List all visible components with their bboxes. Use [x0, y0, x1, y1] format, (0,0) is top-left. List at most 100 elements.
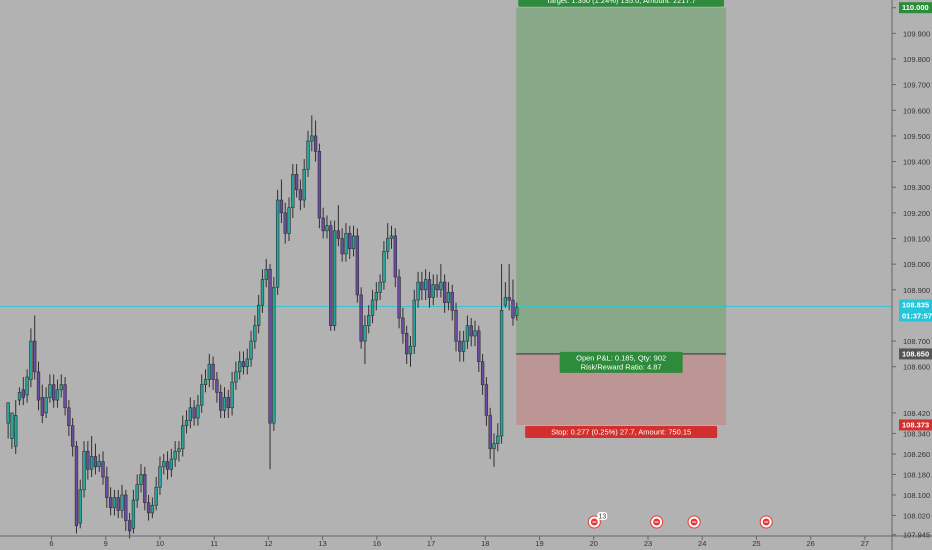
- price-tick-label: 108.340: [903, 429, 930, 438]
- candle: [17, 387, 22, 406]
- candle: [378, 274, 382, 301]
- candle-body: [340, 238, 344, 255]
- candle-body: [503, 297, 508, 306]
- candle-body: [10, 412, 14, 439]
- candle-body: [226, 397, 230, 409]
- candle-body: [238, 361, 242, 373]
- candle: [70, 418, 75, 457]
- price-tick-label: 109.900: [903, 29, 930, 38]
- candle: [458, 330, 462, 362]
- open-pnl-label-text: Open P&L: 0.185, Qty: 902: [576, 353, 666, 362]
- candle-body: [423, 279, 428, 291]
- candle: [230, 371, 234, 416]
- candle-body: [499, 310, 504, 437]
- candle-body: [405, 333, 409, 355]
- price-tick-label: 108.180: [903, 470, 930, 479]
- candle-body: [401, 317, 405, 334]
- candle-body: [298, 189, 303, 201]
- price-axis: [892, 0, 932, 550]
- target-zone[interactable]: [516, 7, 727, 354]
- current-price-tag-text: 01:37:57: [902, 311, 932, 320]
- price-tick-label: 109.600: [903, 106, 930, 115]
- candle: [477, 325, 481, 372]
- event-marker[interactable]: [650, 515, 664, 529]
- candle-body: [116, 497, 120, 511]
- candle: [416, 271, 420, 308]
- stop-price-tag: 108.373: [899, 419, 932, 431]
- current-price-tag-text: 108.835: [902, 300, 929, 309]
- candle-body: [291, 174, 295, 209]
- event-badge: [597, 512, 608, 520]
- candle-body: [29, 340, 33, 380]
- price-tick-label: 108.260: [903, 450, 930, 459]
- event-marker[interactable]: 13: [587, 512, 608, 529]
- candle: [188, 397, 192, 429]
- stop-price-tag-text: 108.373: [902, 420, 929, 429]
- candle-body: [234, 371, 238, 383]
- candle: [344, 223, 348, 262]
- candle: [219, 384, 223, 419]
- candle: [321, 207, 325, 239]
- candle-body: [458, 340, 462, 352]
- candle-body: [55, 389, 60, 401]
- candle: [52, 374, 56, 408]
- candle-body: [310, 135, 314, 142]
- candle: [446, 282, 451, 311]
- candle-body: [256, 304, 261, 327]
- price-tick-label: 109.400: [903, 158, 930, 167]
- target-price-tag-bg: [899, 2, 932, 14]
- candle: [29, 328, 33, 388]
- candle: [150, 497, 155, 519]
- candle: [173, 441, 177, 467]
- candle: [25, 369, 29, 403]
- candle-body: [230, 381, 234, 409]
- position-zones[interactable]: [516, 7, 727, 425]
- event-badge-count: 13: [598, 514, 606, 521]
- candle: [131, 489, 136, 534]
- candle: [435, 274, 439, 298]
- candle-body: [93, 456, 98, 468]
- candle-body: [480, 361, 485, 385]
- time-tick-label: 20: [590, 539, 598, 548]
- candle-body: [25, 376, 29, 396]
- candle-body: [439, 281, 443, 291]
- candle-body: [348, 233, 352, 250]
- price-tick-label: 108.020: [903, 511, 930, 520]
- candle-body: [435, 284, 439, 291]
- candle: [222, 387, 227, 419]
- candle-body: [249, 340, 253, 360]
- candle-body: [469, 325, 473, 337]
- candle-body: [275, 199, 280, 288]
- target-label-text: Target: 1.350 (1.24%) 135.0, Amount: 221…: [546, 0, 696, 5]
- candle-body: [184, 420, 189, 427]
- event-marker[interactable]: [759, 515, 773, 529]
- candle-body: [67, 407, 71, 427]
- candle-body: [196, 404, 200, 419]
- candle: [298, 179, 303, 211]
- candle: [200, 374, 204, 413]
- candle-body: [120, 494, 124, 511]
- candle: [93, 443, 98, 475]
- candle: [294, 164, 299, 198]
- candle: [55, 379, 60, 408]
- candle-body: [367, 315, 371, 327]
- candle-body: [162, 461, 166, 468]
- candle: [40, 384, 44, 424]
- candle: [511, 279, 515, 326]
- event-marker[interactable]: [687, 515, 701, 529]
- candle: [226, 389, 230, 419]
- candle-body: [44, 397, 48, 414]
- candle-body: [101, 461, 105, 478]
- candle: [488, 407, 492, 460]
- candle: [272, 276, 276, 431]
- current-price-tag-bg: [899, 299, 932, 322]
- price-tick-label: 109.000: [903, 260, 930, 269]
- events-row[interactable]: 13: [587, 512, 773, 529]
- candle-body: [48, 384, 52, 398]
- candle-body: [124, 494, 128, 521]
- time-tick-label: 19: [535, 539, 543, 548]
- time-tick-label: 16: [373, 539, 381, 548]
- candle-body: [287, 207, 291, 234]
